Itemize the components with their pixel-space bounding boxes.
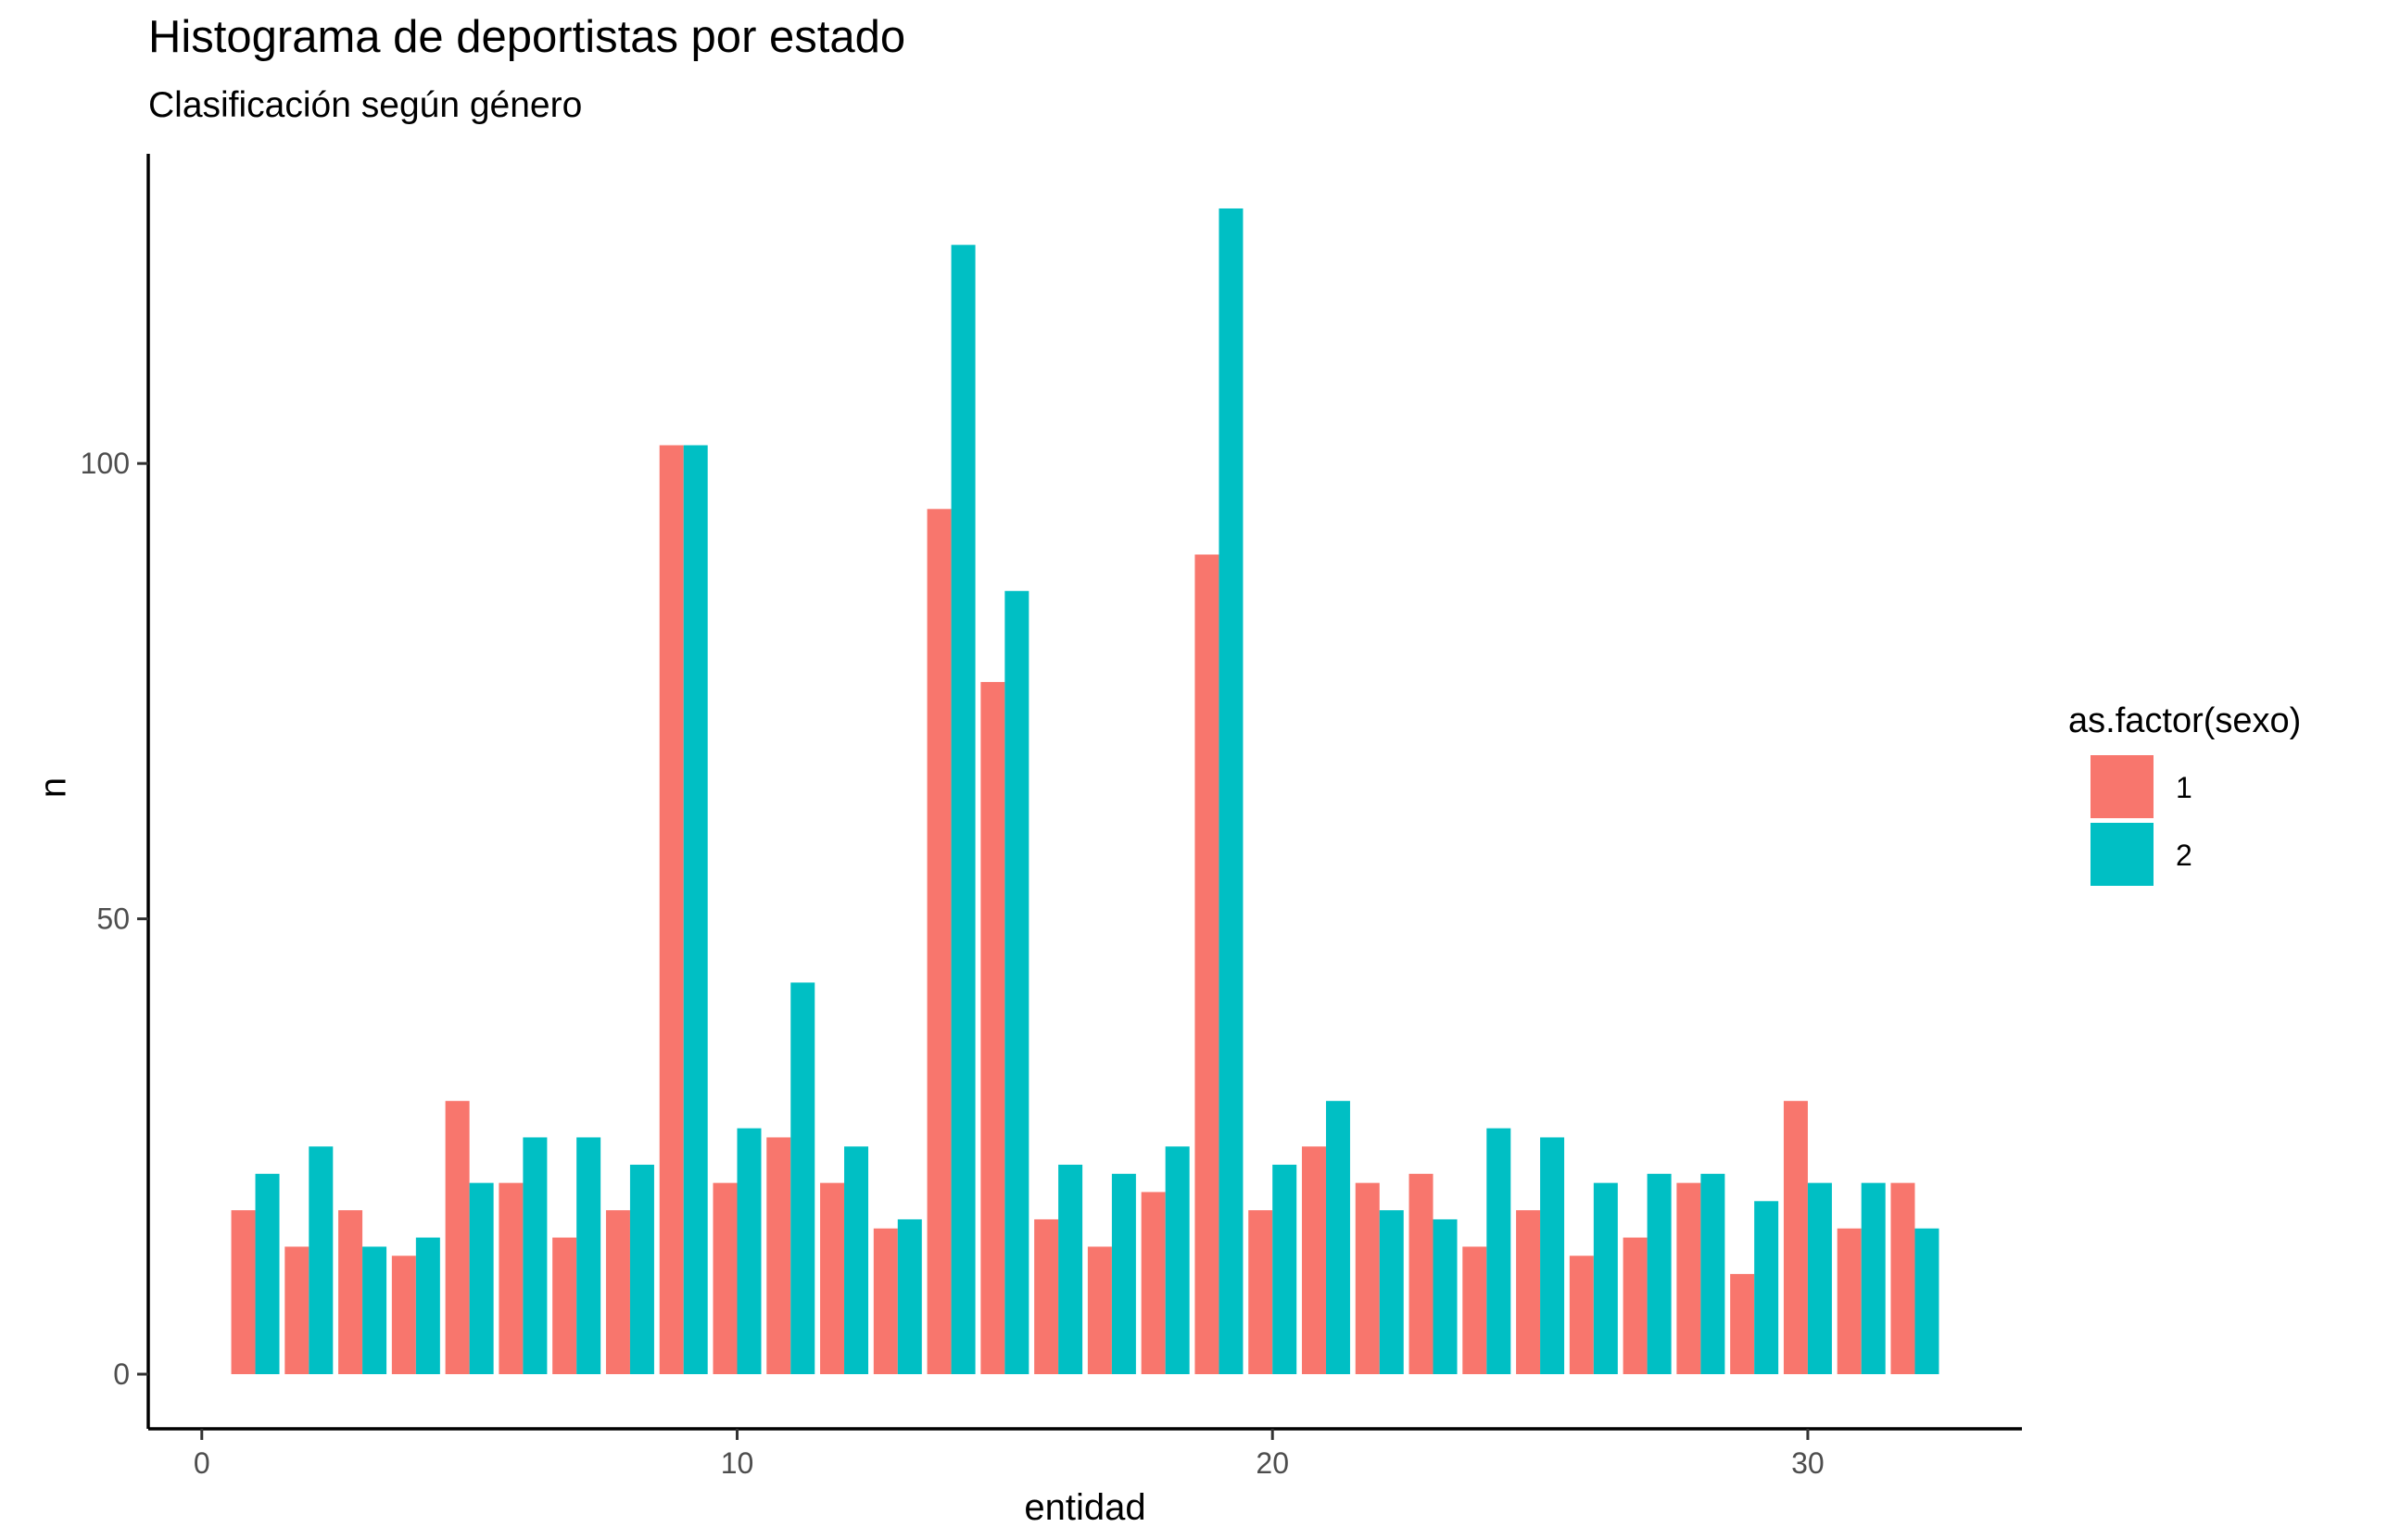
bar-entidad-3-sexo-1 — [338, 1210, 363, 1375]
bar-entidad-22-sexo-1 — [1355, 1182, 1380, 1375]
bar-entidad-12-sexo-2 — [844, 1146, 869, 1375]
bar-entidad-16-sexo-1 — [1034, 1218, 1059, 1375]
bar-entidad-26-sexo-1 — [1569, 1256, 1594, 1375]
bar-entidad-3-sexo-2 — [362, 1246, 387, 1375]
x-tick-label-10: 10 — [721, 1446, 754, 1480]
bar-entidad-13-sexo-2 — [897, 1218, 922, 1375]
bar-entidad-32-sexo-1 — [1890, 1182, 1915, 1375]
bar-entidad-10-sexo-2 — [737, 1128, 762, 1375]
bar-entidad-30-sexo-2 — [1807, 1182, 1832, 1375]
bar-entidad-21-sexo-1 — [1301, 1146, 1326, 1375]
bar-entidad-24-sexo-2 — [1486, 1128, 1511, 1375]
bar-entidad-8-sexo-2 — [629, 1164, 654, 1375]
bar-entidad-1-sexo-1 — [231, 1210, 256, 1375]
bar-entidad-31-sexo-2 — [1861, 1182, 1886, 1375]
x-tick-label-0: 0 — [194, 1446, 210, 1480]
legend-key-2 — [2091, 823, 2154, 886]
bar-entidad-7-sexo-1 — [552, 1237, 577, 1375]
bar-entidad-32-sexo-2 — [1914, 1228, 1939, 1375]
bar-entidad-5-sexo-2 — [469, 1182, 494, 1375]
bar-entidad-15-sexo-1 — [980, 682, 1005, 1375]
bar-entidad-24-sexo-1 — [1462, 1246, 1487, 1375]
bar-entidad-28-sexo-1 — [1676, 1182, 1701, 1375]
bar-entidad-4-sexo-1 — [391, 1256, 416, 1375]
bar-entidad-25-sexo-1 — [1516, 1210, 1541, 1375]
bar-entidad-9-sexo-2 — [683, 445, 708, 1375]
legend: as.factor(sexo) 1 2 — [2068, 701, 2301, 886]
legend-label-2: 2 — [2176, 839, 2192, 872]
bar-entidad-18-sexo-1 — [1141, 1192, 1166, 1375]
bar-entidad-4-sexo-2 — [415, 1237, 440, 1375]
bar-entidad-14-sexo-1 — [927, 509, 952, 1375]
bar-entidad-23-sexo-2 — [1433, 1218, 1458, 1375]
bar-entidad-17-sexo-2 — [1111, 1173, 1136, 1375]
legend-label-1: 1 — [2176, 771, 2192, 804]
bar-entidad-19-sexo-1 — [1194, 554, 1219, 1375]
bar-entidad-16-sexo-2 — [1058, 1164, 1083, 1375]
legend-title: as.factor(sexo) — [2068, 701, 2301, 740]
bars-layer — [231, 208, 1939, 1375]
bar-entidad-21-sexo-2 — [1325, 1101, 1350, 1375]
bar-entidad-30-sexo-1 — [1783, 1101, 1808, 1375]
bar-entidad-18-sexo-2 — [1165, 1146, 1190, 1375]
bar-entidad-6-sexo-1 — [499, 1182, 524, 1375]
bar-entidad-26-sexo-2 — [1593, 1182, 1618, 1375]
bar-entidad-2-sexo-2 — [309, 1146, 334, 1375]
bar-entidad-14-sexo-2 — [951, 245, 976, 1375]
x-axis-title: entidad — [1024, 1487, 1145, 1528]
chart-subtitle: Clasificación según género — [148, 85, 583, 125]
x-tick-label-20: 20 — [1256, 1446, 1289, 1480]
bar-entidad-6-sexo-2 — [523, 1137, 548, 1375]
bar-entidad-29-sexo-2 — [1754, 1201, 1779, 1375]
y-tick-label-50: 50 — [96, 903, 130, 936]
y-axis-title: n — [33, 777, 74, 798]
bar-entidad-10-sexo-1 — [713, 1182, 738, 1375]
y-tick-label-0: 0 — [113, 1357, 130, 1391]
bar-entidad-5-sexo-1 — [445, 1101, 470, 1375]
bar-entidad-2-sexo-1 — [284, 1246, 309, 1375]
bar-entidad-27-sexo-1 — [1623, 1237, 1648, 1375]
bar-entidad-1-sexo-2 — [255, 1173, 280, 1375]
legend-key-1 — [2091, 755, 2154, 818]
bar-entidad-17-sexo-1 — [1087, 1246, 1112, 1375]
bar-entidad-12-sexo-1 — [820, 1182, 845, 1375]
x-tick-label-30: 30 — [1791, 1446, 1825, 1480]
bar-entidad-11-sexo-2 — [790, 982, 815, 1375]
bar-entidad-11-sexo-1 — [766, 1137, 791, 1375]
y-ticks: 0 50 100 — [81, 447, 148, 1391]
y-tick-label-100: 100 — [81, 447, 130, 480]
bar-entidad-13-sexo-1 — [873, 1228, 898, 1375]
bar-entidad-27-sexo-2 — [1647, 1173, 1672, 1375]
bar-entidad-20-sexo-1 — [1248, 1210, 1273, 1375]
bar-entidad-25-sexo-2 — [1540, 1137, 1565, 1375]
bar-entidad-31-sexo-1 — [1837, 1228, 1862, 1375]
bar-entidad-7-sexo-2 — [576, 1137, 601, 1375]
bar-entidad-23-sexo-1 — [1408, 1173, 1434, 1375]
bar-entidad-15-sexo-2 — [1004, 590, 1029, 1375]
bar-entidad-28-sexo-2 — [1700, 1173, 1725, 1375]
bar-entidad-8-sexo-1 — [605, 1210, 630, 1375]
bar-entidad-9-sexo-1 — [659, 445, 684, 1375]
bar-entidad-29-sexo-1 — [1730, 1273, 1755, 1375]
bar-entidad-19-sexo-2 — [1219, 208, 1244, 1375]
bar-entidad-22-sexo-2 — [1379, 1210, 1404, 1375]
x-ticks: 0 10 20 30 — [194, 1429, 1825, 1480]
chart-title: Histograma de deportistas por estado — [148, 12, 906, 62]
bar-entidad-20-sexo-2 — [1272, 1164, 1297, 1375]
